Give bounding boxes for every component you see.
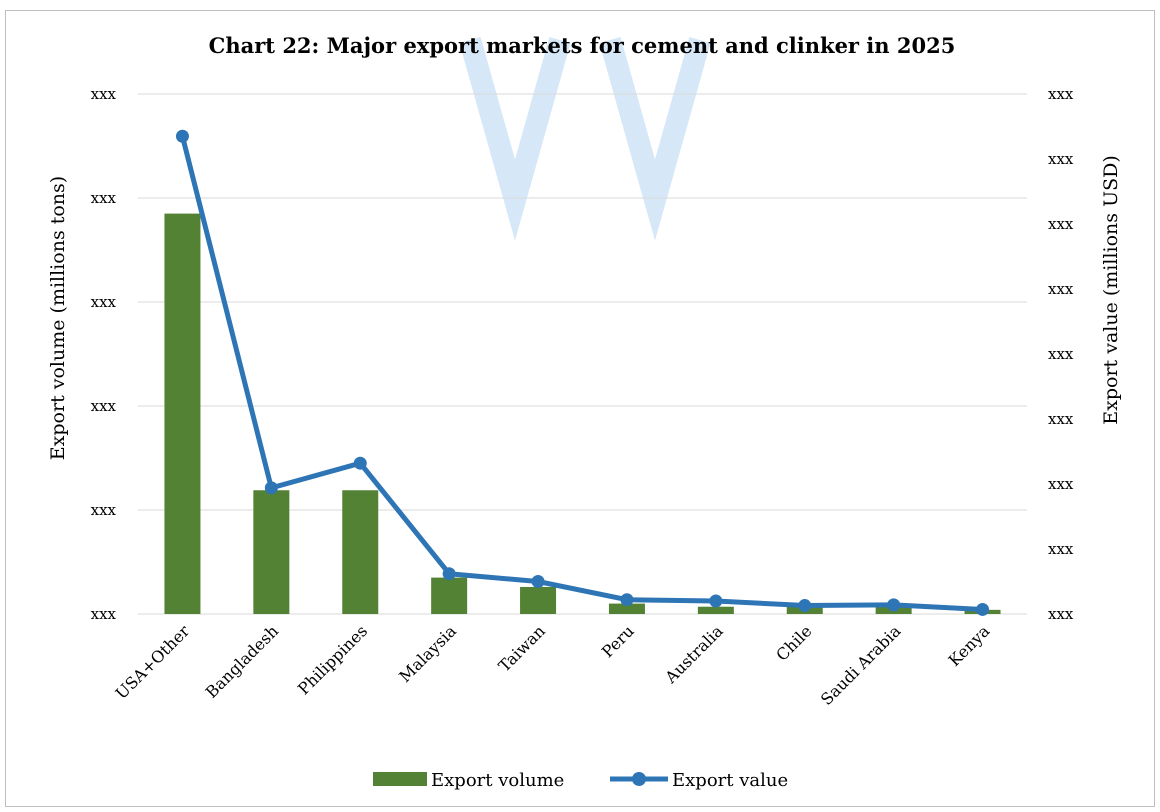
y-tick-label: xxx bbox=[91, 605, 117, 623]
point-bangladesh bbox=[264, 481, 278, 495]
point-australia bbox=[709, 594, 723, 608]
category-label: Philippines bbox=[294, 621, 371, 698]
bar-taiwan bbox=[520, 586, 557, 614]
watermark bbox=[459, 37, 711, 241]
y-tick-label: xxx bbox=[91, 293, 117, 311]
bar-malaysia bbox=[431, 577, 468, 614]
y2-tick-label: xxx bbox=[1048, 605, 1074, 623]
y-axis-label: Export volume (millions tons) bbox=[47, 176, 69, 460]
category-label: Taiwan bbox=[495, 621, 549, 675]
legend-swatch-export-volume bbox=[373, 772, 427, 786]
y-tick-label: xxx bbox=[91, 397, 117, 415]
legend-swatch-export-value-marker bbox=[632, 772, 646, 786]
export-value-line bbox=[180, 135, 983, 612]
bar-peru bbox=[608, 603, 645, 614]
category-label: Australia bbox=[661, 621, 727, 687]
category-label: Peru bbox=[598, 621, 638, 661]
legend: Export volume Export value bbox=[373, 770, 788, 791]
line-group bbox=[175, 129, 990, 616]
y-tick-label: xxx bbox=[91, 501, 117, 519]
bar-australia bbox=[697, 606, 734, 614]
point-chile bbox=[798, 599, 812, 613]
bars-group bbox=[164, 213, 1001, 614]
point-peru bbox=[620, 593, 634, 607]
y-axis-ticks: xxx xxx xxx xxx xxx xxx bbox=[91, 85, 117, 623]
point-taiwan bbox=[531, 575, 545, 588]
y2-tick-label: xxx bbox=[1048, 215, 1074, 233]
y-tick-label: xxx bbox=[91, 189, 117, 207]
category-label: Saudi Arabia bbox=[817, 621, 905, 709]
legend-label-export-volume: Export volume bbox=[431, 770, 564, 791]
y2-tick-label: xxx bbox=[1048, 85, 1074, 103]
y2-tick-label: xxx bbox=[1048, 410, 1074, 428]
category-label: Chile bbox=[772, 621, 815, 664]
y2-axis-label: Export value (millions USD) bbox=[1100, 155, 1122, 424]
y2-tick-label: xxx bbox=[1048, 345, 1074, 363]
y-tick-label: xxx bbox=[91, 85, 117, 103]
bar-bangladesh bbox=[253, 490, 290, 614]
y2-tick-label: xxx bbox=[1048, 475, 1074, 493]
point-saudi-arabia bbox=[887, 598, 901, 612]
legend-label-export-value: Export value bbox=[672, 770, 788, 791]
chart-title: Chart 22: Major export markets for cemen… bbox=[209, 33, 956, 58]
y2-tick-label: xxx bbox=[1048, 150, 1074, 168]
category-label: Kenya bbox=[945, 621, 994, 670]
bar-philippines bbox=[342, 490, 379, 614]
point-malaysia bbox=[442, 567, 456, 581]
point-philippines bbox=[353, 456, 367, 470]
point-usa-other bbox=[175, 129, 189, 143]
point-kenya bbox=[976, 602, 990, 616]
category-labels: USA+Other Bangladesh Philippines Malaysia Ta… bbox=[112, 621, 994, 709]
category-label: Malaysia bbox=[395, 621, 460, 686]
bar-usa-other bbox=[164, 213, 201, 614]
category-label: USA+Other bbox=[112, 621, 194, 703]
y2-tick-label: xxx bbox=[1048, 280, 1074, 298]
y2-tick-label: xxx bbox=[1048, 540, 1074, 558]
y2-axis-ticks: xxx xxx xxx xxx xxx xxx xxx xxx xxx bbox=[1048, 85, 1074, 623]
category-label: Bangladesh bbox=[202, 621, 282, 701]
